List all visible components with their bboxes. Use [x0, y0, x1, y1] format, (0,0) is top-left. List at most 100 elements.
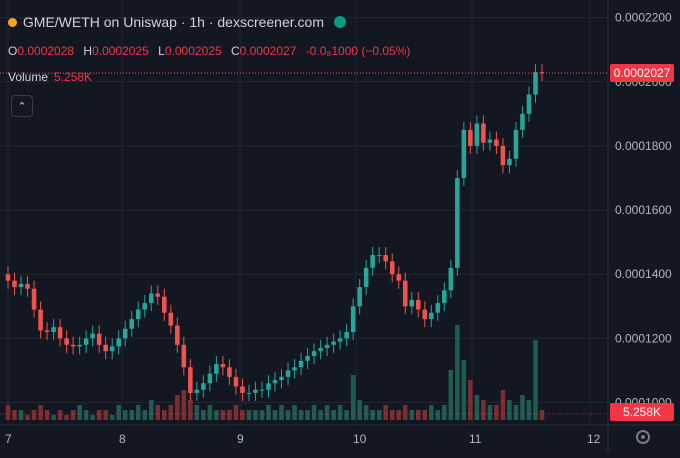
volume-bar: [12, 410, 17, 420]
candle-body: [168, 312, 174, 326]
candle-body: [461, 129, 467, 179]
candle-body: [12, 280, 17, 288]
candle-body: [246, 392, 252, 394]
volume-bar: [214, 410, 219, 420]
candle-body: [175, 325, 180, 345]
candle-body: [220, 364, 226, 368]
volume-bar: [162, 410, 167, 420]
candle-body: [422, 309, 428, 320]
volume-value: 5.258K: [54, 70, 93, 84]
candle-body: [429, 312, 434, 320]
volume-bar: [396, 410, 402, 420]
volume-bar: [337, 405, 343, 420]
volume-bar: [324, 405, 330, 420]
volume-bar: [83, 410, 89, 420]
candle-body: [122, 328, 128, 339]
y-tick-label: 0.0001200: [615, 331, 672, 345]
volume-bar: [77, 405, 82, 420]
volume-bar: [155, 405, 161, 420]
candle-body: [51, 327, 56, 332]
x-tick-label: 11: [469, 432, 482, 446]
candle-body: [487, 139, 493, 143]
candle-body: [44, 330, 50, 332]
candle-body: [279, 376, 284, 381]
candle-body: [18, 283, 24, 288]
volume-bar: [227, 410, 232, 420]
candle-body: [442, 290, 447, 304]
candle-body: [468, 129, 473, 146]
volume-bar: [285, 410, 291, 420]
volume-bar: [233, 405, 239, 420]
candle-body: [526, 94, 532, 114]
volume-bar: [51, 415, 56, 420]
y-tick-label: 0.0002200: [615, 11, 672, 25]
volume-bar: [357, 400, 362, 420]
candle-body: [520, 113, 525, 130]
volume-bar: [38, 405, 43, 420]
candle-body: [402, 280, 408, 307]
volume-bar: [461, 360, 467, 420]
candle-body: [116, 338, 121, 347]
volume-bar: [344, 410, 349, 420]
collapse-legend-button[interactable]: ⌃: [11, 95, 33, 117]
volume-bar: [70, 410, 76, 420]
volume-bar: [44, 410, 50, 420]
candle-body: [38, 309, 43, 331]
volume-bar: [25, 415, 30, 420]
token-logo-icon: [8, 18, 17, 27]
volume-bar: [305, 410, 310, 420]
candle-body: [455, 178, 460, 268]
candle-body: [331, 341, 336, 345]
candle-body: [539, 72, 545, 74]
candle-body: [533, 72, 538, 95]
x-tick-label: 10: [353, 432, 367, 446]
settings-icon[interactable]: [636, 430, 650, 444]
candle-body: [109, 346, 115, 352]
volume-bar: [292, 405, 297, 420]
volume-bar: [435, 410, 441, 420]
candle-body: [207, 373, 213, 384]
chart-header: GME/WETH on Uniswap · 1h · dexscreener.c…: [8, 14, 346, 30]
ohlc-close-value: 0.0002027: [239, 44, 297, 58]
candle-body: [389, 261, 395, 275]
volume-bar: [455, 325, 460, 420]
volume-bar: [181, 390, 187, 420]
volume-legend: Volume 5.258K: [8, 70, 92, 84]
volume-bar: [520, 395, 525, 420]
volume-bar: [298, 410, 304, 420]
candle-body: [57, 327, 63, 339]
candle-body: [507, 158, 512, 166]
volume-bar: [415, 410, 421, 420]
candle-body: [227, 367, 232, 377]
volume-bar: [494, 405, 499, 420]
volume-bar: [272, 410, 278, 420]
volume-bar: [5, 405, 11, 420]
candle-body: [318, 348, 323, 352]
candle-body: [162, 296, 167, 313]
candle-body: [253, 389, 258, 393]
candle-body: [448, 267, 454, 291]
candle-body: [500, 145, 506, 166]
status-dot-icon: [333, 16, 346, 28]
candle-body: [324, 344, 330, 349]
ohlc-open-value: 0.0002028: [17, 44, 75, 58]
volume-bar: [383, 405, 388, 420]
x-tick-label: 8: [119, 432, 126, 446]
volume-bar: [429, 405, 434, 420]
volume-bar: [448, 370, 454, 420]
candle-body: [272, 380, 278, 384]
volume-bar: [142, 410, 148, 420]
volume-bar: [253, 410, 258, 420]
candle-body: [415, 299, 421, 310]
volume-bar: [168, 405, 174, 420]
candle-body: [31, 288, 37, 310]
volume-bar: [513, 405, 519, 420]
candle-body: [285, 370, 291, 377]
volume-bar: [96, 410, 102, 420]
ohlc-low-key: L: [158, 44, 165, 58]
y-tick-label: 0.0001400: [615, 267, 672, 281]
candle-body: [376, 254, 382, 256]
candle-body: [77, 344, 82, 347]
